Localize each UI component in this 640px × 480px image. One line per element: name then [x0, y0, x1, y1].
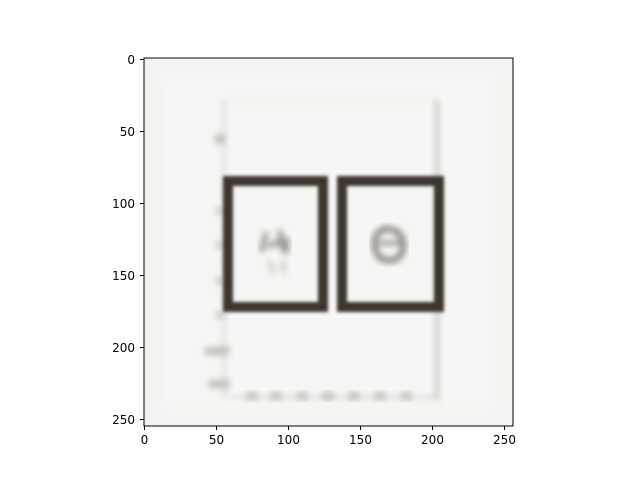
x-tick-label: 0	[141, 433, 149, 447]
left-glyph	[259, 229, 290, 274]
right-glyph	[371, 225, 407, 264]
x-axis	[144, 426, 505, 430]
y-axis	[140, 59, 144, 420]
y-tick-label: 100	[112, 197, 135, 211]
x-tick-label: 150	[349, 433, 372, 447]
axes-frame	[143, 57, 514, 427]
faint-bottom-marks	[246, 392, 412, 400]
y-tick-label: 0	[127, 53, 135, 67]
x-tick-label: 100	[277, 433, 300, 447]
y-tick-label: 200	[112, 341, 135, 355]
y-tick-label: 250	[112, 413, 135, 427]
left-frame	[223, 176, 328, 312]
x-tick-label: 250	[493, 433, 516, 447]
y-tick-label: 50	[120, 125, 135, 139]
x-tick-label: 50	[209, 433, 224, 447]
faint-left-marks	[204, 134, 230, 388]
x-tick-label: 200	[421, 433, 444, 447]
y-tick-label: 150	[112, 269, 135, 283]
right-frame	[337, 176, 444, 312]
image-area	[144, 58, 513, 426]
